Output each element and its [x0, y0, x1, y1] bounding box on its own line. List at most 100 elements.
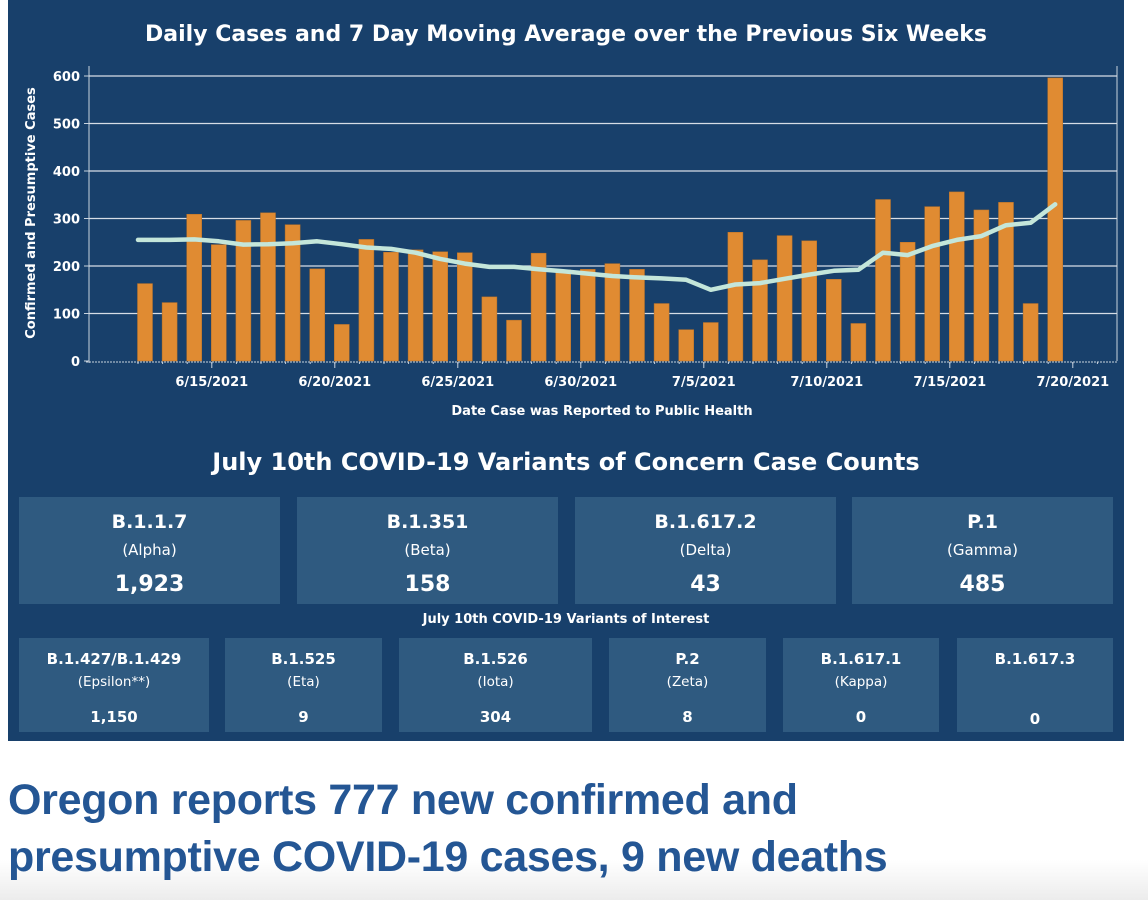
variant-lineage: B.1.1.7	[111, 511, 188, 533]
y-tick-label: 0	[71, 355, 80, 370]
x-tick-label: 7/15/2021	[913, 375, 986, 390]
variant-lineage: B.1.617.2	[654, 511, 757, 533]
y-tick-label: 600	[53, 70, 80, 85]
variant-lineage: B.1.617.1	[820, 650, 902, 668]
variant-card-eta: B.1.525 (Eta) 9	[225, 638, 382, 732]
gridlines	[86, 66, 1118, 363]
x-tick-label: 6/20/2021	[298, 375, 371, 390]
bar	[309, 268, 325, 362]
bar	[826, 279, 842, 362]
variant-lineage: B.1.427/B.1.429	[46, 650, 182, 668]
variant-label: (Kappa)	[834, 674, 888, 690]
bar	[875, 199, 891, 362]
variant-card-alpha: B.1.1.7 (Alpha) 1,923	[19, 497, 280, 604]
y-tick-label: 300	[53, 213, 80, 228]
variant-card-kappa: B.1.617.1 (Kappa) 0	[783, 638, 939, 732]
bar	[973, 209, 990, 362]
variant-label: (Alpha)	[122, 541, 177, 559]
bar	[358, 239, 375, 362]
bar	[211, 244, 227, 362]
bar	[1022, 303, 1039, 362]
bar	[727, 232, 744, 362]
variant-count: 304	[479, 708, 512, 726]
bar	[653, 303, 670, 362]
bar	[678, 329, 694, 362]
variant-lineage: P.2	[675, 650, 700, 668]
bar	[432, 251, 448, 362]
headline-line-1: Oregon reports 777 new confirmed and	[8, 776, 798, 824]
chart-title: Daily Cases and 7 Day Moving Average ove…	[145, 22, 987, 47]
variant-lineage: P.1	[967, 511, 998, 533]
y-tick-label: 100	[53, 308, 80, 323]
y-tick-label: 400	[53, 165, 80, 180]
bar	[604, 263, 621, 362]
bar	[752, 259, 768, 362]
x-tick-label: 6/25/2021	[421, 375, 494, 390]
bar	[137, 283, 153, 362]
variant-label: (Iota)	[477, 674, 514, 690]
variant-count: 1,923	[114, 572, 185, 597]
x-tick-label: 6/15/2021	[175, 375, 248, 390]
variant-lineage: B.1.525	[271, 650, 336, 668]
article-headline[interactable]: Oregon reports 777 new confirmed and pre…	[8, 772, 888, 886]
variants-of-interest-title: July 10th COVID-19 Variants of Interest	[422, 612, 710, 627]
bar	[334, 324, 350, 362]
variant-label: (Eta)	[287, 674, 320, 690]
moving-average-line	[135, 202, 1058, 293]
variant-count: 485	[959, 572, 1006, 597]
bar	[998, 202, 1014, 362]
bar	[580, 269, 596, 362]
variant-card-zeta: P.2 (Zeta) 8	[609, 638, 766, 732]
variant-label: (Zeta)	[666, 674, 709, 690]
bar	[555, 269, 571, 362]
bar	[383, 251, 399, 362]
x-tick-label: 7/20/2021	[1036, 375, 1109, 390]
variant-card-beta: B.1.351 (Beta) 158	[297, 497, 558, 604]
variant-lineage: B.1.526	[463, 650, 528, 668]
variant-lineage: B.1.351	[386, 511, 469, 533]
bar	[924, 206, 940, 362]
bar	[703, 322, 719, 362]
bar	[506, 319, 522, 362]
bar	[899, 242, 916, 362]
variant-count: 1,150	[90, 708, 138, 726]
bar	[161, 302, 178, 362]
bar	[949, 191, 965, 362]
variant-count: 0	[855, 708, 867, 726]
dashboard-panel: Daily Cases and 7 Day Moving Average ove…	[8, 0, 1124, 741]
bars	[137, 77, 1063, 362]
variant-card-gamma: P.1 (Gamma) 485	[852, 497, 1113, 604]
variant-count: 0	[1029, 710, 1041, 728]
variant-card-delta: B.1.617.2 (Delta) 43	[575, 497, 836, 604]
variant-count: 43	[690, 572, 721, 597]
bar	[776, 235, 793, 362]
variant-lineage: B.1.617.3	[994, 650, 1076, 668]
variants-of-concern-title: July 10th COVID-19 Variants of Concern C…	[212, 448, 920, 476]
x-tick-label: 7/5/2021	[672, 375, 736, 390]
headline-line-2: presumptive COVID-19 cases, 9 new deaths	[8, 833, 888, 881]
bar	[850, 323, 867, 362]
bar	[407, 249, 424, 362]
variant-label: (Epsilon**)	[77, 674, 151, 690]
bar	[801, 240, 817, 362]
variant-count: 8	[682, 708, 693, 726]
variant-card-iota: B.1.526 (Iota) 304	[399, 638, 592, 732]
moving-average-line-group	[135, 202, 1058, 293]
y-axis-title: Confirmed and Presumptive Cases	[24, 87, 39, 339]
bar	[260, 212, 276, 362]
variant-label: (Delta)	[679, 541, 732, 559]
y-tick-label: 200	[53, 260, 80, 275]
variant-count: 158	[404, 572, 451, 597]
variant-card-epsilon: B.1.427/B.1.429 (Epsilon**) 1,150	[19, 638, 209, 732]
variant-card-b16173: B.1.617.3 0	[957, 638, 1113, 732]
x-axis-ticks: 6/15/2021 6/20/2021 6/25/2021 6/30/2021 7/5/…	[137, 362, 1109, 390]
x-tick-label: 6/30/2021	[544, 375, 617, 390]
y-tick-label: 500	[53, 118, 80, 133]
bottom-shade	[0, 860, 1148, 900]
variant-label: (Gamma)	[947, 541, 1018, 559]
bar	[629, 269, 645, 362]
variant-label: (Beta)	[404, 541, 451, 559]
y-axis-ticks: 0 100 200 300 400 500 600	[53, 70, 89, 370]
bar	[481, 296, 498, 362]
